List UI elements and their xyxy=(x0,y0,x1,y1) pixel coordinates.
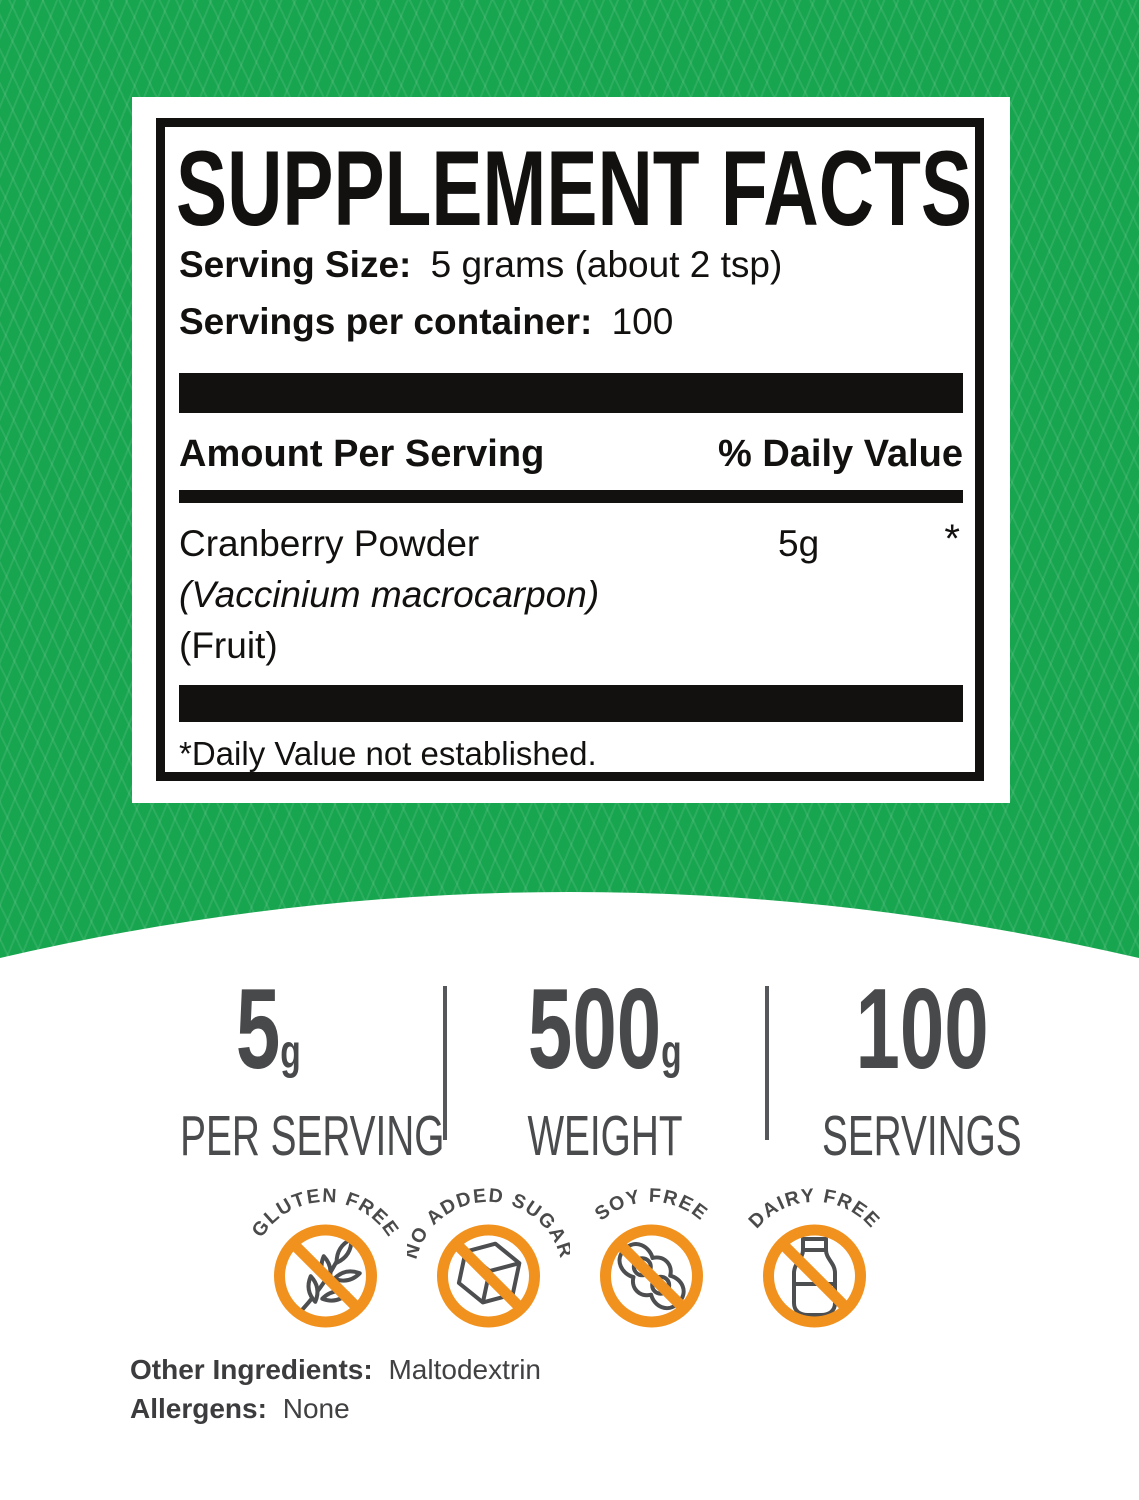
stat-servings: 100 SERVINGS xyxy=(772,966,1072,1168)
stat-divider-right xyxy=(765,986,769,1140)
thick-divider-bar-top xyxy=(179,373,963,413)
other-ingredients-label: Other Ingredients: xyxy=(130,1354,373,1385)
prohibition-ring xyxy=(436,1224,540,1328)
svg-text:SOY FREE: SOY FREE xyxy=(590,1185,711,1226)
stat-divider-left xyxy=(443,986,447,1140)
badge-soy-free: SOY FREE xyxy=(570,1180,733,1332)
servings-per-container-line: Servings per container: 100 xyxy=(179,301,673,343)
daily-value-header: % Daily Value xyxy=(717,433,963,475)
other-ingredients-line: Other Ingredients: Maltodextrin xyxy=(130,1350,541,1389)
allergens-label: Allergens: xyxy=(130,1393,267,1424)
serving-size-value: 5 grams (about 2 tsp) xyxy=(430,244,783,285)
header-underline-bar xyxy=(179,490,963,503)
stat-servings-label: SERVINGS xyxy=(822,1104,1022,1168)
stat-servings-value: 100 xyxy=(855,966,989,1093)
other-ingredients-value: Maltodextrin xyxy=(388,1354,541,1385)
ingredient-name: Cranberry Powder xyxy=(179,523,480,564)
badge-dairy-free: DAIRY FREE xyxy=(733,1180,896,1332)
supplement-facts-panel: SUPPLEMENT FACTS Serving Size: 5 grams (… xyxy=(132,97,1010,803)
badge-soy-free-label: SOY FREE xyxy=(590,1185,710,1226)
prohibition-ring xyxy=(599,1224,703,1328)
amount-header-row: Amount Per Serving % Daily Value xyxy=(179,433,963,476)
facts-border-frame xyxy=(156,118,984,781)
badge-no-added-sugar: NO ADDED SUGAR xyxy=(399,1180,575,1332)
stat-weight-label: WEIGHT xyxy=(527,1104,683,1168)
badge-gluten-free: GLUTEN FREE xyxy=(244,1180,407,1332)
ingredient-species: (Vaccinium macrocarpon) xyxy=(179,574,600,615)
panel-title: SUPPLEMENT FACTS xyxy=(176,146,972,230)
daily-value-footnote: *Daily Value not established. xyxy=(179,735,597,772)
servings-value: 100 xyxy=(611,301,674,342)
ingredient-plant-part: (Fruit) xyxy=(179,625,278,666)
stat-per-serving-label: PER SERVING xyxy=(180,1104,445,1168)
serving-size-line: Serving Size: 5 grams (about 2 tsp) xyxy=(179,244,782,286)
stat-weight-value: 500g xyxy=(528,966,682,1093)
amount-per-serving-header: Amount Per Serving xyxy=(179,433,545,475)
stat-weight: 500g WEIGHT xyxy=(455,966,755,1168)
stat-per-serving-value: 5g xyxy=(235,966,301,1093)
serving-size-label: Serving Size: xyxy=(179,244,412,285)
allergens-line: Allergens: None xyxy=(130,1389,541,1428)
ingredient-amount: 5g xyxy=(778,523,820,564)
badge-no-added-sugar-label: NO ADDED SUGAR xyxy=(399,1185,575,1262)
prohibition-ring xyxy=(762,1224,866,1328)
footer-ingredients: Other Ingredients: Maltodextrin Allergen… xyxy=(130,1350,541,1428)
servings-label: Servings per container: xyxy=(179,301,593,342)
prohibition-ring xyxy=(273,1224,377,1328)
svg-text:NO ADDED SUGAR: NO ADDED SUGAR xyxy=(407,1185,570,1262)
allergens-value: None xyxy=(282,1393,350,1424)
dietary-badges-row: GLUTEN FREE NO ADDED SUGAR xyxy=(0,1180,1139,1332)
stat-per-serving: 5g PER SERVING xyxy=(118,966,445,1168)
ingredient-daily-value-asterisk: * xyxy=(944,517,960,561)
thick-divider-bar-bottom xyxy=(179,685,963,722)
supplement-facts-title-svg: SUPPLEMENT FACTS xyxy=(176,146,972,230)
